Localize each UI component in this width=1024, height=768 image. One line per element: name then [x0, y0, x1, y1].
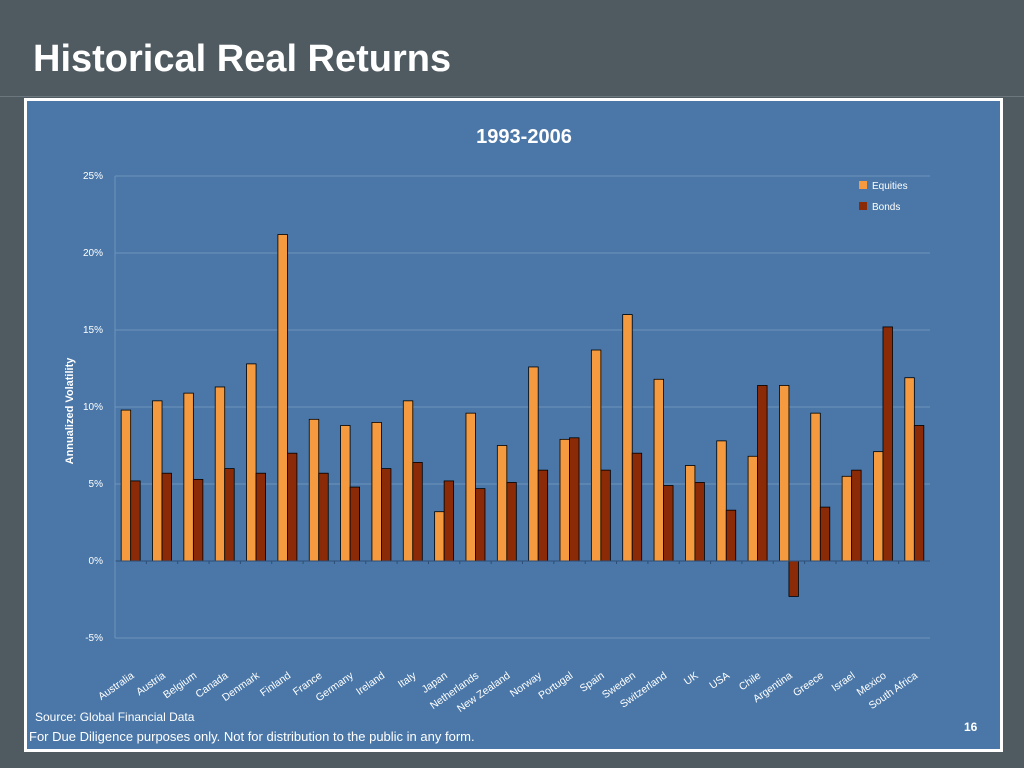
equities-bar-austria — [152, 400, 163, 562]
bonds-bar-australia — [130, 480, 141, 562]
bonds-bar-belgium — [192, 478, 204, 562]
x-tick-label: Italy — [396, 669, 419, 690]
equities-bar-chile — [747, 455, 758, 562]
chart-panel: 1993-2006 Annualized Volatility 25% 20% 15… — [24, 98, 1003, 752]
y-tick-label: 15% — [83, 325, 103, 336]
bonds-bar-austria — [161, 472, 172, 562]
equities-bar-south-africa — [904, 377, 915, 562]
y-tick-label: 5% — [89, 479, 104, 490]
bonds-bar-chile — [757, 385, 768, 562]
bonds-bar-canada — [224, 468, 235, 562]
equities-bar-germany — [340, 425, 351, 562]
x-axis-labels: AustraliaAustriaBelgiumCanadaDenmarkFinl… — [96, 669, 920, 715]
y-tick-label: 20% — [83, 248, 103, 259]
title-divider — [0, 96, 1024, 97]
y-tick-label: 25% — [83, 171, 103, 182]
equities-bar-usa — [716, 440, 727, 562]
gridlines — [115, 175, 930, 639]
bars — [120, 234, 925, 597]
axes — [114, 176, 930, 638]
bonds-bar-switzerland — [663, 485, 674, 562]
equities-bar-mexico — [873, 451, 884, 562]
equities-bar-greece — [810, 412, 821, 562]
y-tick-label: 0% — [89, 556, 104, 567]
equities-bar-belgium — [183, 392, 194, 562]
legend-swatch — [859, 202, 867, 210]
bonds-bar-usa — [725, 509, 737, 562]
bonds-bar-denmark — [255, 472, 266, 562]
equities-bar-new-zealand — [496, 445, 508, 562]
chart-title: 1993-2006 — [476, 126, 572, 148]
x-tick-label: Finland — [258, 670, 293, 700]
x-tick-label: Portugal — [536, 670, 575, 702]
bonds-bar-italy — [412, 462, 423, 562]
bonds-bar-spain — [600, 469, 611, 562]
bonds-bar-portugal — [569, 437, 580, 562]
equities-bar-netherlands — [465, 412, 476, 562]
x-tick-label: USA — [707, 670, 732, 692]
bonds-bar-netherlands — [475, 488, 486, 562]
equities-bar-france — [308, 418, 320, 562]
bar-chart: 1993-2006 Annualized Volatility 25% 20% 15… — [64, 126, 930, 715]
equities-bar-uk — [685, 465, 696, 562]
equities-bar-argentina — [779, 385, 790, 562]
chart-area: 1993-2006 Annualized Volatility 25% 20% 15… — [27, 101, 1000, 749]
y-axis-ticks: 25% 20% 15% 10% 5% 0% -5% — [83, 171, 103, 644]
legend-swatch — [859, 181, 867, 189]
equities-bar-japan — [434, 511, 445, 562]
bonds-bar-argentina — [788, 560, 799, 597]
equities-bar-israel — [841, 475, 853, 562]
equities-bar-canada — [214, 386, 226, 562]
x-tick-label: UK — [682, 670, 701, 688]
x-tick-label: Ireland — [354, 670, 387, 698]
y-tick-label: 10% — [83, 402, 103, 413]
source-note: Source: Global Financial Data — [35, 710, 195, 724]
bonds-bar-france — [318, 472, 329, 562]
x-tick-label: Australia — [96, 670, 136, 703]
equities-bar-denmark — [246, 363, 257, 562]
equities-bar-italy — [402, 400, 414, 562]
legend: Equities Bonds — [859, 181, 908, 213]
page-number: 16 — [964, 720, 978, 734]
equities-bar-ireland — [371, 421, 382, 562]
bonds-bar-south-africa — [913, 425, 925, 562]
equities-bar-australia — [120, 409, 132, 562]
disclaimer: For Due Diligence purposes only. Not for… — [29, 729, 475, 744]
y-axis-label: Annualized Volatility — [64, 357, 76, 465]
x-tick-label: Greece — [791, 670, 826, 700]
bonds-bar-new-zealand — [506, 482, 517, 562]
legend-label: Equities — [872, 181, 908, 192]
bonds-bar-japan — [443, 480, 455, 562]
equities-bar-switzerland — [653, 378, 664, 562]
x-tick-label: Israel — [829, 670, 857, 695]
equities-bar-spain — [590, 349, 602, 562]
equities-bar-sweden — [622, 314, 633, 562]
x-tick-label: Belgium — [161, 669, 199, 701]
bonds-bar-greece — [819, 506, 831, 562]
bonds-bar-sweden — [631, 452, 643, 562]
slide-title: Historical Real Returns — [33, 38, 452, 80]
legend-label: Bonds — [872, 202, 900, 213]
bonds-bar-mexico — [882, 326, 893, 562]
bonds-bar-israel — [851, 469, 862, 562]
bonds-bar-germany — [349, 486, 360, 562]
equities-bar-portugal — [559, 438, 570, 562]
equities-bar-finland — [277, 234, 288, 562]
bonds-bar-norway — [537, 469, 549, 562]
bonds-bar-finland — [287, 452, 298, 562]
bonds-bar-ireland — [381, 468, 392, 562]
y-tick-label: -5% — [85, 633, 103, 644]
equities-bar-norway — [528, 366, 539, 562]
bonds-bar-uk — [694, 482, 705, 562]
